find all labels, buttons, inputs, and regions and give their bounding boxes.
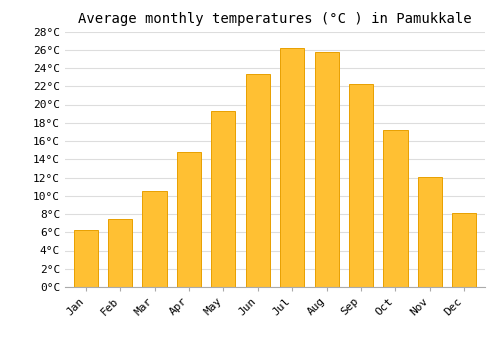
Bar — [142, 191, 167, 287]
Bar — [177, 152, 201, 287]
Bar — [212, 111, 236, 287]
Bar — [349, 84, 373, 287]
Title: Average monthly temperatures (°C ) in Pamukkale: Average monthly temperatures (°C ) in Pa… — [78, 12, 472, 26]
Bar — [108, 218, 132, 287]
Bar — [280, 48, 304, 287]
Bar — [246, 75, 270, 287]
Bar — [314, 51, 338, 287]
Bar — [418, 177, 442, 287]
Bar — [452, 213, 476, 287]
Bar — [384, 130, 407, 287]
Bar — [74, 230, 98, 287]
